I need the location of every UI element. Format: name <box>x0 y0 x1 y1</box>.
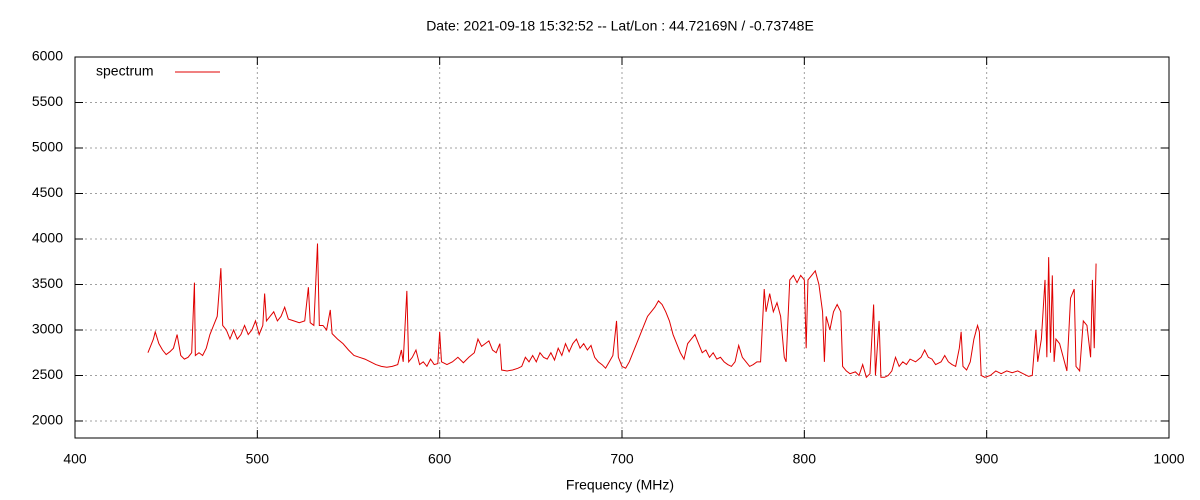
x-tick-label: 1000 <box>1153 451 1184 467</box>
y-tick-label: 3000 <box>32 321 63 337</box>
x-axis-label: Frequency (MHz) <box>566 477 674 493</box>
y-tick-label: 3500 <box>32 275 63 291</box>
x-tick-label: 600 <box>428 451 452 467</box>
y-tick-label: 6000 <box>32 48 63 64</box>
y-tick-label: 4000 <box>32 230 63 246</box>
y-tick-label: 2000 <box>32 412 63 428</box>
chart-title: Date: 2021-09-18 15:32:52 -- Lat/Lon : 4… <box>426 18 814 34</box>
y-tick-label: 5000 <box>32 139 63 155</box>
x-tick-label: 800 <box>793 451 817 467</box>
x-tick-label: 900 <box>975 451 999 467</box>
plot-frame <box>74 56 1170 439</box>
x-tick-label: 700 <box>610 451 634 467</box>
legend-label: spectrum <box>96 63 154 79</box>
y-tick-label: 5500 <box>32 93 63 109</box>
x-tick-label: 400 <box>63 451 87 467</box>
spectrum-line <box>147 243 1097 379</box>
x-tick-label: 500 <box>246 451 270 467</box>
y-tick-label: 4500 <box>32 184 63 200</box>
y-tick-label: 2500 <box>32 366 63 382</box>
